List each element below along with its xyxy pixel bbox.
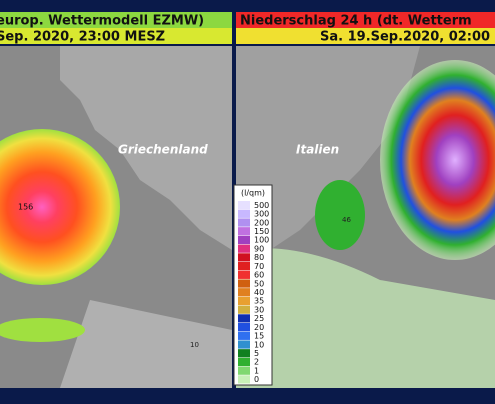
legend-label: 90: [254, 244, 264, 253]
legend-swatch: [238, 244, 250, 253]
legend-swatch: [238, 349, 250, 358]
legend-swatch: [238, 253, 250, 262]
legend-label: 150: [254, 227, 269, 236]
legend-label: 20: [254, 323, 264, 332]
legend-label: 35: [254, 297, 264, 306]
land-italy: [236, 46, 420, 250]
header-text: Niederschlag 24 h (dt. Wetterm: [240, 14, 472, 29]
legend-label: 50: [254, 279, 264, 288]
header-bar: [236, 28, 495, 44]
legend-swatch: [238, 235, 250, 245]
header-bar: [0, 28, 232, 44]
place-label: Griechenland: [118, 143, 208, 157]
legend-label: 10: [254, 340, 264, 349]
legend-swatch: [238, 305, 250, 314]
legend-swatch: [238, 209, 250, 218]
legend-swatch: [238, 323, 250, 332]
rain-light: [236, 248, 495, 388]
legend-label: 40: [254, 288, 264, 297]
legend-label: 70: [254, 262, 264, 271]
value-label: 10: [190, 341, 199, 349]
storm-label: 156: [18, 203, 33, 212]
legend-swatch: [238, 201, 250, 210]
legend-label: 1: [254, 366, 259, 375]
legend-label: 500: [254, 201, 269, 210]
header-bar: [236, 12, 495, 28]
legend-swatch: [238, 262, 250, 271]
rain-calabria: [315, 180, 365, 250]
legend-label: 80: [254, 253, 264, 262]
rain-band: [0, 318, 85, 342]
rain-core: [380, 60, 495, 260]
legend-label: 2: [254, 358, 259, 367]
land: [60, 46, 232, 250]
legend-swatch: [238, 296, 250, 306]
legend-swatch: [238, 314, 250, 323]
value-label: 46: [342, 216, 351, 224]
legend-label: 100: [254, 236, 269, 245]
storm: [0, 129, 120, 285]
legend-label: 200: [254, 218, 269, 227]
legend-label: 5: [254, 349, 259, 358]
header-bar: [0, 12, 232, 28]
header-text: Sa. 19.Sep.2020, 02:00: [320, 30, 490, 45]
legend-swatch: [238, 331, 250, 340]
legend-swatch: [238, 357, 250, 367]
legend-swatch: [238, 288, 250, 297]
legend-label: 60: [254, 271, 264, 280]
legend-swatch: [238, 218, 250, 227]
legend-swatch: [238, 227, 250, 236]
land-africa: [60, 300, 232, 388]
legend-label: 0: [254, 375, 259, 384]
legend-swatch: [238, 366, 250, 375]
header-text: europ. Wettermodell EZMW): [0, 14, 204, 29]
legend-swatch: [238, 270, 250, 279]
legend-swatch: [238, 279, 250, 288]
place-label: Italien: [296, 143, 339, 157]
legend-title: (l/qm): [241, 189, 265, 198]
header-text: Sep. 2020, 23:00 MESZ: [0, 30, 165, 45]
legend-swatch: [238, 375, 250, 384]
legend-label: 25: [254, 314, 264, 323]
legend-label: 30: [254, 305, 264, 314]
legend-swatch: [238, 340, 250, 349]
legend-label: 300: [254, 210, 269, 219]
legend-label: 15: [254, 332, 264, 341]
